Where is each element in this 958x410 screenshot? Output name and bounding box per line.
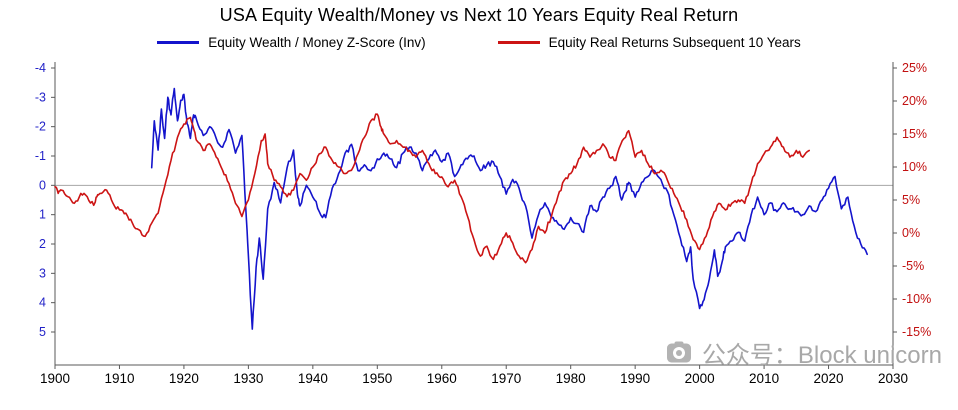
legend-item-zscore: Equity Wealth / Money Z-Score (Inv) — [157, 35, 426, 50]
left-tick-label: -1 — [35, 149, 46, 163]
x-tick-label: 1940 — [298, 371, 328, 386]
x-tick-label: 2030 — [878, 371, 908, 386]
series-line-returns — [54, 113, 811, 264]
x-axis: 1900 1910 1920 1930 1940 1950 1960 1970 1980 1990… — [40, 365, 908, 386]
x-tick-label: 1900 — [40, 371, 70, 386]
x-tick-label: 1930 — [233, 371, 263, 386]
x-tick-label: 2010 — [749, 371, 779, 386]
left-tick-label: 2 — [39, 237, 46, 251]
chart-title: USA Equity Wealth/Money vs Next 10 Years… — [219, 5, 739, 25]
right-tick-label: 25% — [902, 61, 927, 75]
left-tick-label: -4 — [35, 61, 46, 75]
legend: Equity Wealth / Money Z-Score (Inv) Equi… — [0, 35, 958, 50]
left-tick-label: 3 — [39, 266, 46, 280]
right-tick-label: 5% — [902, 193, 920, 207]
x-tick-label: 1960 — [427, 371, 457, 386]
legend-label-zscore: Equity Wealth / Money Z-Score (Inv) — [208, 35, 426, 50]
right-tick-label: 10% — [902, 160, 927, 174]
x-tick-label: 2020 — [814, 371, 844, 386]
left-tick-label: -3 — [35, 90, 46, 104]
legend-label-returns: Equity Real Returns Subsequent 10 Years — [548, 35, 801, 50]
left-tick-label: 1 — [39, 208, 46, 222]
right-tick-label: 20% — [902, 94, 927, 108]
right-tick-label: -5% — [902, 259, 924, 273]
axis-frame — [54, 62, 894, 366]
series-line-zscore — [150, 87, 869, 330]
legend-line-sample-blue — [157, 41, 200, 44]
x-tick-label: 1950 — [362, 371, 392, 386]
right-tick-label: -15% — [902, 325, 931, 339]
x-tick-label: 2000 — [685, 371, 715, 386]
x-tick-label: 1910 — [104, 371, 134, 386]
left-tick-label: 4 — [39, 296, 46, 310]
x-tick-label: 1920 — [169, 371, 199, 386]
left-tick-label: 5 — [39, 325, 46, 339]
x-tick-label: 1970 — [491, 371, 521, 386]
legend-item-returns: Equity Real Returns Subsequent 10 Years — [497, 35, 801, 50]
right-tick-label: 15% — [902, 127, 927, 141]
legend-line-sample-red — [497, 41, 540, 44]
x-tick-label: 1990 — [620, 371, 650, 386]
right-axis: 25% 20% 15% 10% 5% 0% -5% -10% -15% — [893, 61, 931, 339]
left-axis: -4 -3 -2 -1 0 1 2 3 4 5 — [35, 61, 55, 339]
right-tick-label: 0% — [902, 226, 920, 240]
left-tick-label: -2 — [35, 120, 46, 134]
x-tick-label: 1980 — [556, 371, 586, 386]
right-tick-label: -10% — [902, 292, 931, 306]
left-tick-label: 0 — [39, 178, 46, 192]
